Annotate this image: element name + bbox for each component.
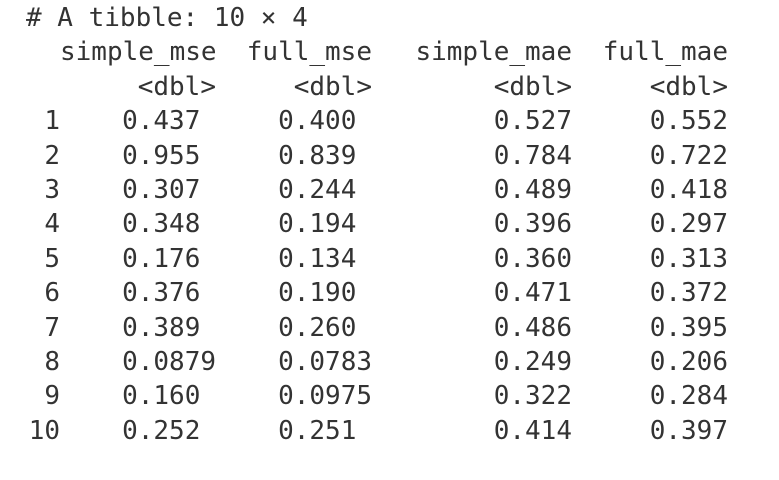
table-row: 1 0.437 0.400 0.527 0.552 — [20, 104, 770, 138]
row-index: 10 — [28, 415, 60, 446]
row-index: 7 — [44, 312, 60, 343]
cell-simple-mse: 0.252 — [122, 415, 216, 446]
cell-simple-mae: 0.527 — [493, 106, 572, 137]
table-body: 1 0.437 0.400 0.527 0.552 2 0.955 0.839 0.78… — [20, 104, 770, 448]
cell-simple-mse: 0.437 — [122, 106, 216, 137]
cell-simple-mae: 0.322 — [493, 381, 572, 412]
cell-simple-mae: 0.360 — [493, 243, 572, 274]
cell-full-mse: 0.190 — [278, 278, 372, 309]
column-type-simple-mae: <dbl> — [493, 71, 572, 102]
row-index: 4 — [44, 209, 60, 240]
table-row: 5 0.176 0.134 0.360 0.313 — [20, 242, 770, 276]
cell-simple-mae: 0.396 — [493, 209, 572, 240]
column-type-full-mae: <dbl> — [649, 71, 728, 102]
cell-simple-mae: 0.489 — [493, 174, 572, 205]
header-index-spacer — [20, 35, 60, 69]
cell-simple-mae: 0.784 — [493, 140, 572, 171]
table-row: 6 0.376 0.190 0.471 0.372 — [20, 276, 770, 310]
cell-simple-mse: 0.307 — [122, 174, 216, 205]
cell-simple-mse: 0.376 — [122, 278, 216, 309]
cell-full-mse: 0.244 — [278, 174, 372, 205]
row-index: 6 — [44, 278, 60, 309]
cell-full-mse: 0.400 — [278, 106, 372, 137]
table-row: 3 0.307 0.244 0.489 0.418 — [20, 173, 770, 207]
table-row: 10 0.252 0.251 0.414 0.397 — [20, 414, 770, 448]
cell-full-mae: 0.313 — [649, 243, 728, 274]
table-row: 4 0.348 0.194 0.396 0.297 — [20, 207, 770, 241]
column-header-full-mse: full_mse — [246, 37, 372, 68]
cell-simple-mse: 0.160 — [122, 381, 216, 412]
cell-full-mse: 0.0975 — [278, 381, 372, 412]
type-row: <dbl> <dbl> <dbl> <dbl> — [20, 70, 770, 104]
cell-full-mae: 0.297 — [649, 209, 728, 240]
cell-simple-mae: 0.414 — [493, 415, 572, 446]
cell-simple-mae: 0.249 — [493, 346, 572, 377]
row-index: 9 — [44, 381, 60, 412]
cell-simple-mse: 0.389 — [122, 312, 216, 343]
cell-full-mse: 0.260 — [278, 312, 372, 343]
cell-full-mse: 0.194 — [278, 209, 372, 240]
table-row: 8 0.0879 0.0783 0.249 0.206 — [20, 345, 770, 379]
row-index: 1 — [44, 106, 60, 137]
cell-full-mse: 0.839 — [278, 140, 372, 171]
row-index: 3 — [44, 174, 60, 205]
cell-simple-mse: 0.955 — [122, 140, 216, 171]
cell-full-mse: 0.0783 — [278, 346, 372, 377]
type-index-spacer — [20, 70, 60, 104]
cell-full-mse: 0.134 — [278, 243, 372, 274]
tibble-output: # A tibble: 10 × 4 simple_mse full_mse s… — [20, 1, 770, 448]
column-header-simple-mae: simple_mae — [415, 37, 572, 68]
column-type-simple-mse: <dbl> — [137, 71, 216, 102]
row-index: 8 — [44, 346, 60, 377]
column-header-full-mae: full_mae — [602, 37, 728, 68]
cell-simple-mse: 0.348 — [122, 209, 216, 240]
tibble-title: # A tibble: 10 × 4 — [26, 3, 308, 33]
table-row: 2 0.955 0.839 0.784 0.722 — [20, 139, 770, 173]
header-row: simple_mse full_mse simple_mae full_mae — [20, 35, 770, 69]
cell-full-mae: 0.397 — [649, 415, 728, 446]
column-type-full-mse: <dbl> — [293, 71, 372, 102]
column-header-simple-mse: simple_mse — [60, 37, 217, 68]
cell-full-mae: 0.552 — [649, 106, 728, 137]
cell-full-mae: 0.284 — [649, 381, 728, 412]
cell-simple-mae: 0.486 — [493, 312, 572, 343]
table-row: 9 0.160 0.0975 0.322 0.284 — [20, 379, 770, 413]
cell-simple-mse: 0.0879 — [122, 346, 216, 377]
cell-full-mse: 0.251 — [278, 415, 372, 446]
cell-full-mae: 0.206 — [649, 346, 728, 377]
table-row: 7 0.389 0.260 0.486 0.395 — [20, 311, 770, 345]
cell-full-mae: 0.418 — [649, 174, 728, 205]
cell-full-mae: 0.395 — [649, 312, 728, 343]
cell-simple-mse: 0.176 — [122, 243, 216, 274]
row-index: 2 — [44, 140, 60, 171]
cell-full-mae: 0.372 — [649, 278, 728, 309]
row-index: 5 — [44, 243, 60, 274]
cell-full-mae: 0.722 — [649, 140, 728, 171]
cell-simple-mae: 0.471 — [493, 278, 572, 309]
